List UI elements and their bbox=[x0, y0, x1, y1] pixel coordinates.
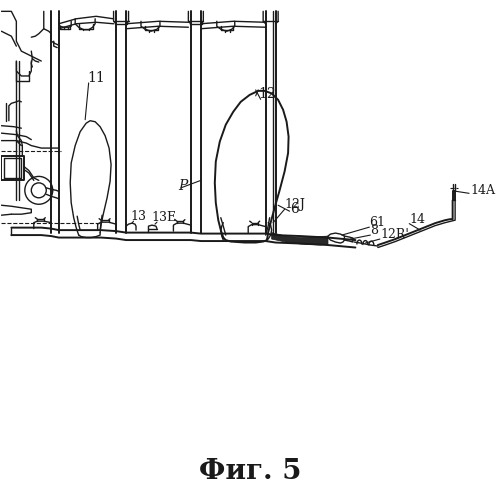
Text: 14A: 14A bbox=[470, 184, 495, 198]
Text: 12J: 12J bbox=[285, 198, 305, 210]
Text: Фиг. 5: Фиг. 5 bbox=[200, 458, 302, 485]
Text: 61: 61 bbox=[369, 216, 385, 229]
Polygon shape bbox=[272, 232, 328, 245]
Text: 14: 14 bbox=[409, 212, 425, 226]
Text: 12: 12 bbox=[258, 88, 276, 102]
Text: 13: 13 bbox=[130, 210, 146, 223]
Text: 11: 11 bbox=[87, 71, 105, 85]
Text: 13E: 13E bbox=[151, 211, 176, 224]
Text: 12R': 12R' bbox=[380, 228, 409, 241]
Text: 8: 8 bbox=[370, 224, 378, 237]
Text: 6: 6 bbox=[291, 202, 299, 215]
Text: P: P bbox=[179, 180, 188, 194]
